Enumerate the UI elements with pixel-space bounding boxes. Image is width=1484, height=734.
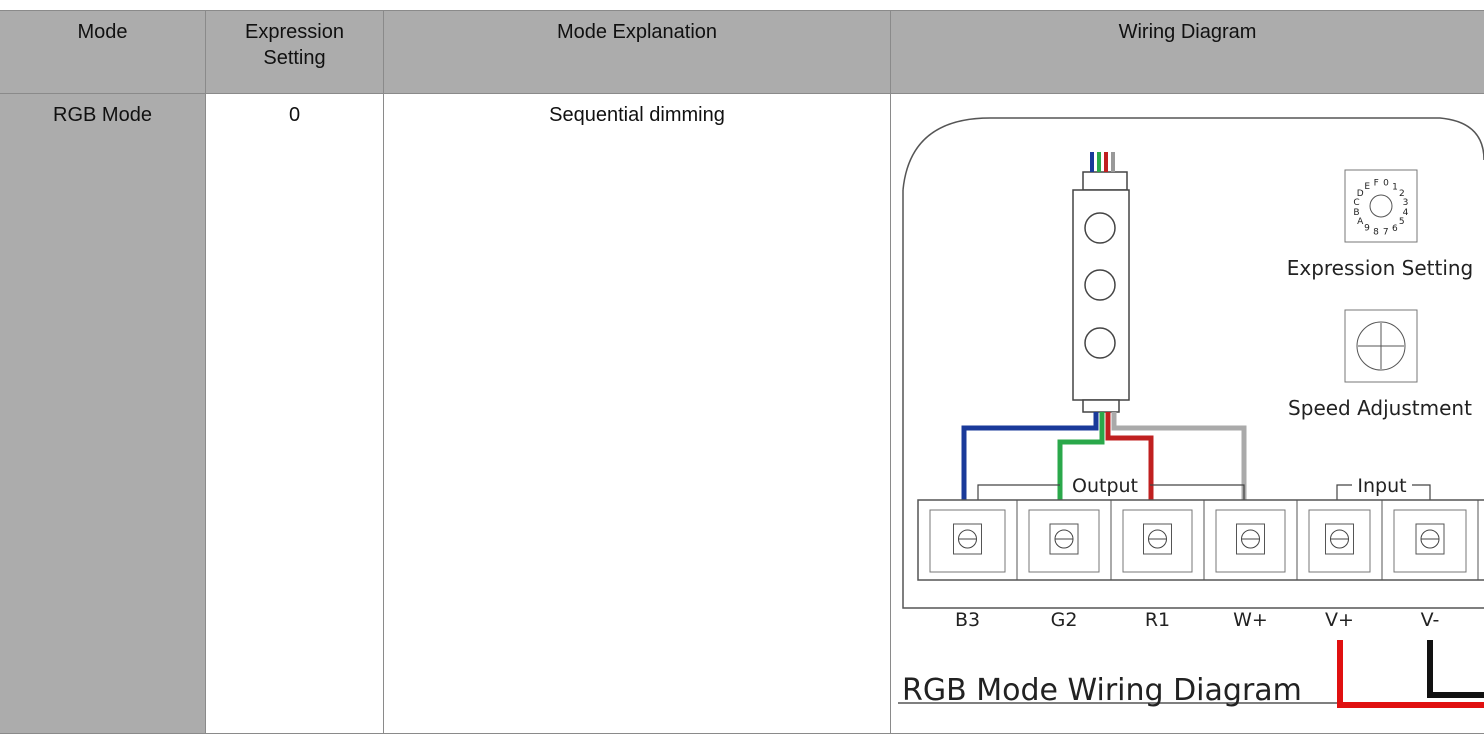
frame	[902, 190, 1484, 609]
dial-label: F	[1374, 178, 1379, 188]
dial-label: 0	[1383, 178, 1389, 188]
header-cell: Mode	[0, 10, 206, 94]
dial-label: 8	[1373, 228, 1379, 238]
led	[1084, 212, 1116, 244]
terminal	[1393, 509, 1467, 573]
wire	[961, 412, 1099, 515]
dial-label: 9	[1364, 224, 1370, 234]
terminal-label: V-	[1421, 609, 1440, 631]
speed-knob	[1356, 321, 1406, 371]
wire	[1111, 412, 1247, 515]
header-cell: Mode Explanation	[384, 10, 891, 94]
bracket	[1412, 484, 1431, 500]
dial-label: A	[1357, 217, 1364, 227]
wire	[1337, 640, 1484, 708]
dial-label: 3	[1403, 198, 1409, 208]
connector	[1082, 171, 1128, 191]
input-label: Input	[1357, 475, 1406, 497]
terminal-label: V+	[1325, 609, 1354, 631]
expression-label: Expression Setting	[1287, 256, 1474, 280]
body-cell: RGB Mode	[0, 94, 206, 734]
dial-label: C	[1353, 198, 1359, 208]
dial-label: 5	[1399, 217, 1405, 227]
terminal	[929, 509, 1006, 573]
dial-label: 7	[1383, 228, 1389, 238]
terminal-label: B3	[955, 609, 980, 631]
dial-label: B	[1353, 208, 1359, 218]
wire	[1105, 412, 1154, 515]
terminal	[1215, 509, 1286, 573]
caption: RGB Mode Wiring Diagram	[902, 673, 1302, 708]
dial-label: 2	[1399, 189, 1405, 199]
speed-knob	[1358, 323, 1404, 369]
dial-label: D	[1357, 189, 1364, 199]
dial-label: 4	[1403, 208, 1409, 218]
speed-label: Speed Adjustment	[1288, 396, 1472, 420]
dial-label: E	[1364, 182, 1370, 192]
bracket	[977, 484, 1060, 500]
terminal-label: W+	[1233, 609, 1268, 631]
terminal-block	[917, 499, 1484, 581]
dial	[1344, 169, 1418, 243]
wiring-diagram: Output Input Expression Setting Speed Ad…	[898, 117, 1484, 708]
page: Mode Expression Setting Mode Explanation…	[0, 10, 1484, 734]
terminal	[1028, 509, 1100, 573]
led	[1084, 327, 1116, 359]
header-cell: Wiring Diagram	[891, 10, 1484, 94]
output-label: Output	[1072, 475, 1138, 497]
connector	[1082, 399, 1120, 413]
frame	[902, 117, 1484, 191]
terminal	[1122, 509, 1193, 573]
terminal-label: R1	[1145, 609, 1170, 631]
dial-knob	[1369, 194, 1393, 218]
header-cell: Expression Setting	[206, 10, 384, 94]
led	[1084, 269, 1116, 301]
terminal	[1308, 509, 1371, 573]
terminal-label: G2	[1051, 609, 1078, 631]
dial-label: 6	[1392, 224, 1398, 234]
wire	[1057, 412, 1105, 515]
bracket	[1336, 484, 1352, 500]
dial-label: 1	[1392, 182, 1398, 192]
bracket	[1150, 484, 1245, 500]
wire	[1427, 640, 1484, 698]
